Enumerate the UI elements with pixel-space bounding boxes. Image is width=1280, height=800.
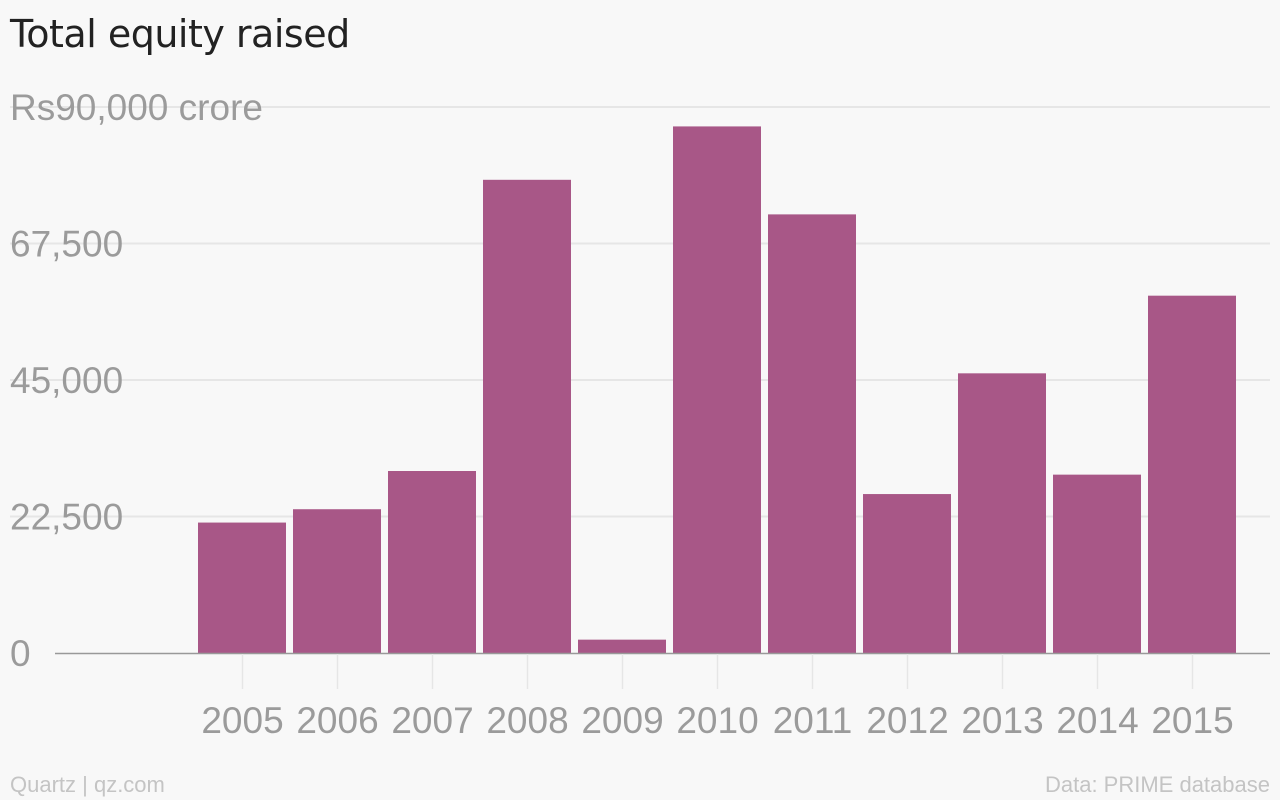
bar-2011 bbox=[768, 214, 856, 653]
x-tick-label: 2005 bbox=[201, 700, 283, 741]
y-tick-label: 0 bbox=[10, 633, 31, 674]
gridlines bbox=[10, 106, 1270, 518]
x-tick-label: 2010 bbox=[676, 700, 758, 741]
x-tick-label: 2011 bbox=[773, 700, 853, 741]
x-tick-label: 2015 bbox=[1151, 700, 1233, 741]
y-tick-label: Rs90,000 crore bbox=[10, 87, 263, 128]
bar-2008 bbox=[483, 179, 571, 654]
source-label: Data: PRIME database bbox=[1044, 772, 1270, 797]
bar-2005 bbox=[198, 522, 286, 653]
x-tick-label: 2014 bbox=[1056, 700, 1138, 741]
x-tick-label: 2012 bbox=[866, 700, 948, 741]
bars bbox=[198, 126, 1236, 654]
x-tick-label: 2006 bbox=[296, 700, 378, 741]
x-tick-label: 2013 bbox=[961, 700, 1043, 741]
y-tick-label: 67,500 bbox=[10, 224, 123, 265]
bar-2006 bbox=[293, 509, 381, 653]
x-tick-label: 2007 bbox=[391, 700, 473, 741]
x-tick-label: 2009 bbox=[581, 700, 663, 741]
bar-2007 bbox=[388, 471, 476, 653]
credit-label: Quartz | qz.com bbox=[10, 772, 165, 797]
bar-2013 bbox=[958, 373, 1046, 653]
y-tick-label: 45,000 bbox=[10, 360, 123, 401]
x-tick-label: 2008 bbox=[486, 700, 568, 741]
bar-2015 bbox=[1148, 295, 1236, 653]
y-tick-label: 22,500 bbox=[10, 497, 123, 538]
bar-2009 bbox=[578, 639, 666, 653]
x-tick-labels: 2005 2006 2007 2008 2009 2010 2011 2012 2013 2014… bbox=[201, 700, 1233, 741]
x-axis bbox=[55, 652, 1270, 689]
chart-title: Total equity raised bbox=[10, 12, 350, 56]
bar-2010 bbox=[673, 126, 761, 653]
bar-2014 bbox=[1053, 474, 1141, 653]
bar-2012 bbox=[863, 494, 951, 653]
y-tick-labels: 0 22,500 45,000 67,500 Rs90,000 crore bbox=[10, 87, 263, 674]
